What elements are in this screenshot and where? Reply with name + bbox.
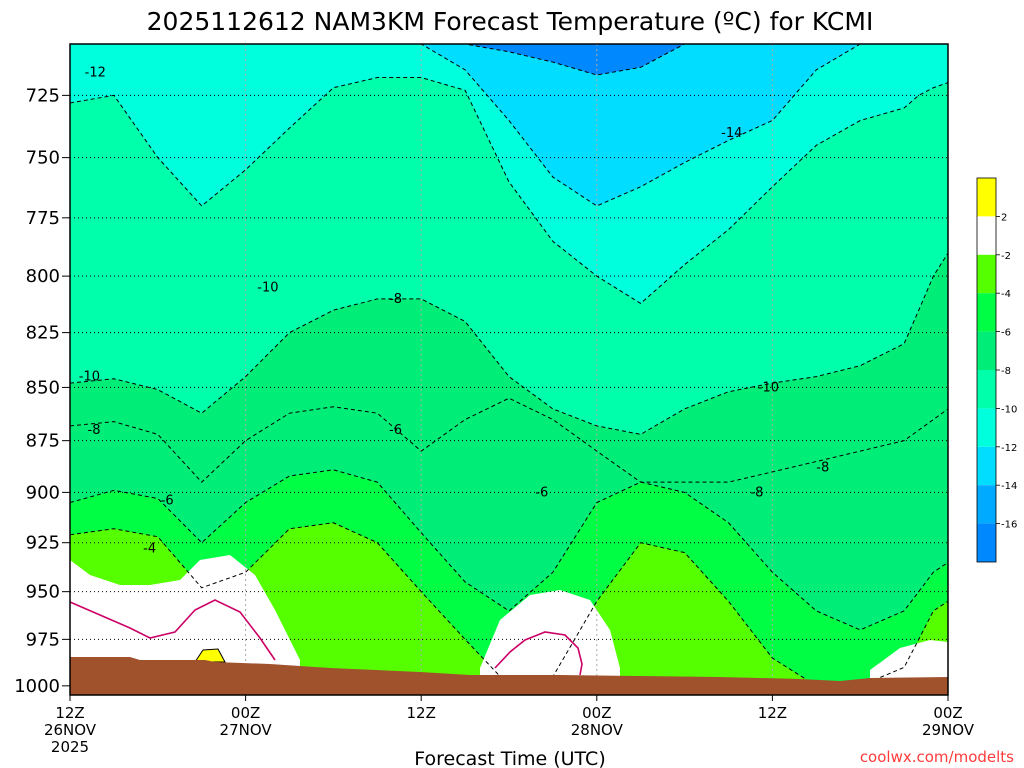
contour-label: -4 [143,542,156,557]
y-tick-label: 975 [26,629,60,650]
y-tick-label: 925 [26,533,60,554]
y-tick-label: 950 [26,582,60,603]
x-tick-label: 00Z [231,704,260,722]
x-tick-label: 12Z [55,704,84,722]
colorbar-swatch [977,408,996,447]
x-tick-label: 12Z [407,704,436,722]
credit-text: coolwx.com/modelts [860,748,1014,766]
y-tick-label: 800 [26,266,60,287]
fill-band-m16 [70,44,948,75]
contour-label: -8 [389,292,402,307]
x-tick-label: 12Z [758,704,787,722]
isotherm-m10 [70,252,948,435]
colorbar-label: -6 [1001,328,1011,339]
colorbar-swatch [977,523,996,562]
y-axis: 725 750 775 800 825 850 875 900 925 950 975 1000 [14,85,70,697]
colorbar-swatch [977,293,996,332]
x-tick-label: 29NOV [922,721,975,739]
isotherm-m16 [70,44,948,76]
contour-label: -14 [721,126,742,141]
x-tick-label: 00Z [582,704,611,722]
x-tick-label: 28NOV [571,721,624,739]
colorbar-label: -16 [1001,520,1017,531]
colorbar-swatch [977,254,996,294]
contour-label: -6 [389,423,402,438]
colorbar-swatch [977,370,996,409]
colorbar-swatch [977,331,996,370]
isotherm-m6 [70,469,948,631]
colorbar-swatch [977,178,996,217]
contour-label: -10 [79,370,100,385]
colorbar-swatch [977,485,996,524]
grid-lines [70,44,948,695]
colorbar-swatch [977,216,996,255]
zero-degree-lines [70,599,583,676]
y-tick-label: 900 [26,482,60,503]
plot-frame [69,43,949,696]
x-tick-label: 26NOV [44,721,97,739]
y-tick-label: 850 [26,377,60,398]
contour-label: -6 [535,485,548,500]
isotherm-m12 [70,77,948,305]
freezing-line-2 [494,631,583,676]
y-tick-label: 750 [26,148,60,169]
freezing-line-1 [70,599,276,661]
colorbar-legend: 2 -2 -4 -6 -8 -10 -12 -14 -16 [976,177,1017,563]
y-tick-label: 825 [26,323,60,344]
isotherm-m14 [70,44,948,207]
contour-label: -8 [88,423,101,438]
temperature-fills [70,44,948,695]
colorbar-label: -2 [1001,251,1011,262]
warm-band-2 [480,590,620,695]
x-tick-label: 00Z [933,704,962,722]
ground-terrain [70,657,948,695]
colorbar-label: 2 [1001,212,1007,223]
y-tick-label: 775 [26,208,60,229]
y-tick-label: 875 [26,431,60,452]
colorbar-label: -8 [1001,366,1011,377]
contour-label: -6 [161,494,174,509]
contour-label: -12 [85,65,106,80]
x-tick-label: 2025 [51,738,89,756]
colorbar-label: -12 [1001,443,1017,454]
colorbar-label: -14 [1001,481,1017,492]
contour-labels: -12 -14 -10 -8 -10 -10 -8 -6 -8 -6 -8 -6 -4 [79,65,829,556]
contour-label: -10 [758,380,779,395]
colorbar-swatch [977,446,996,486]
plot-area: -12 -14 -10 -8 -10 -10 -8 -6 -8 -6 -8 -6 -4 [70,44,948,695]
x-tick-label: 27NOV [220,721,273,739]
isotherm-m8 [70,397,948,483]
chart-title: 2025112612 NAM3KM Forecast Temperature (… [147,7,874,36]
y-tick-label: 1000 [14,676,60,697]
fill-band-m14 [70,44,948,206]
colorbar-label: -4 [1001,289,1011,300]
y-tick-label: 725 [26,85,60,106]
x-axis-label: Forecast Time (UTC) [414,748,605,768]
contour-label: -8 [750,485,763,500]
contour-label: -10 [257,281,278,296]
contour-label: -8 [816,461,829,476]
colorbar-label: -10 [1001,404,1017,415]
